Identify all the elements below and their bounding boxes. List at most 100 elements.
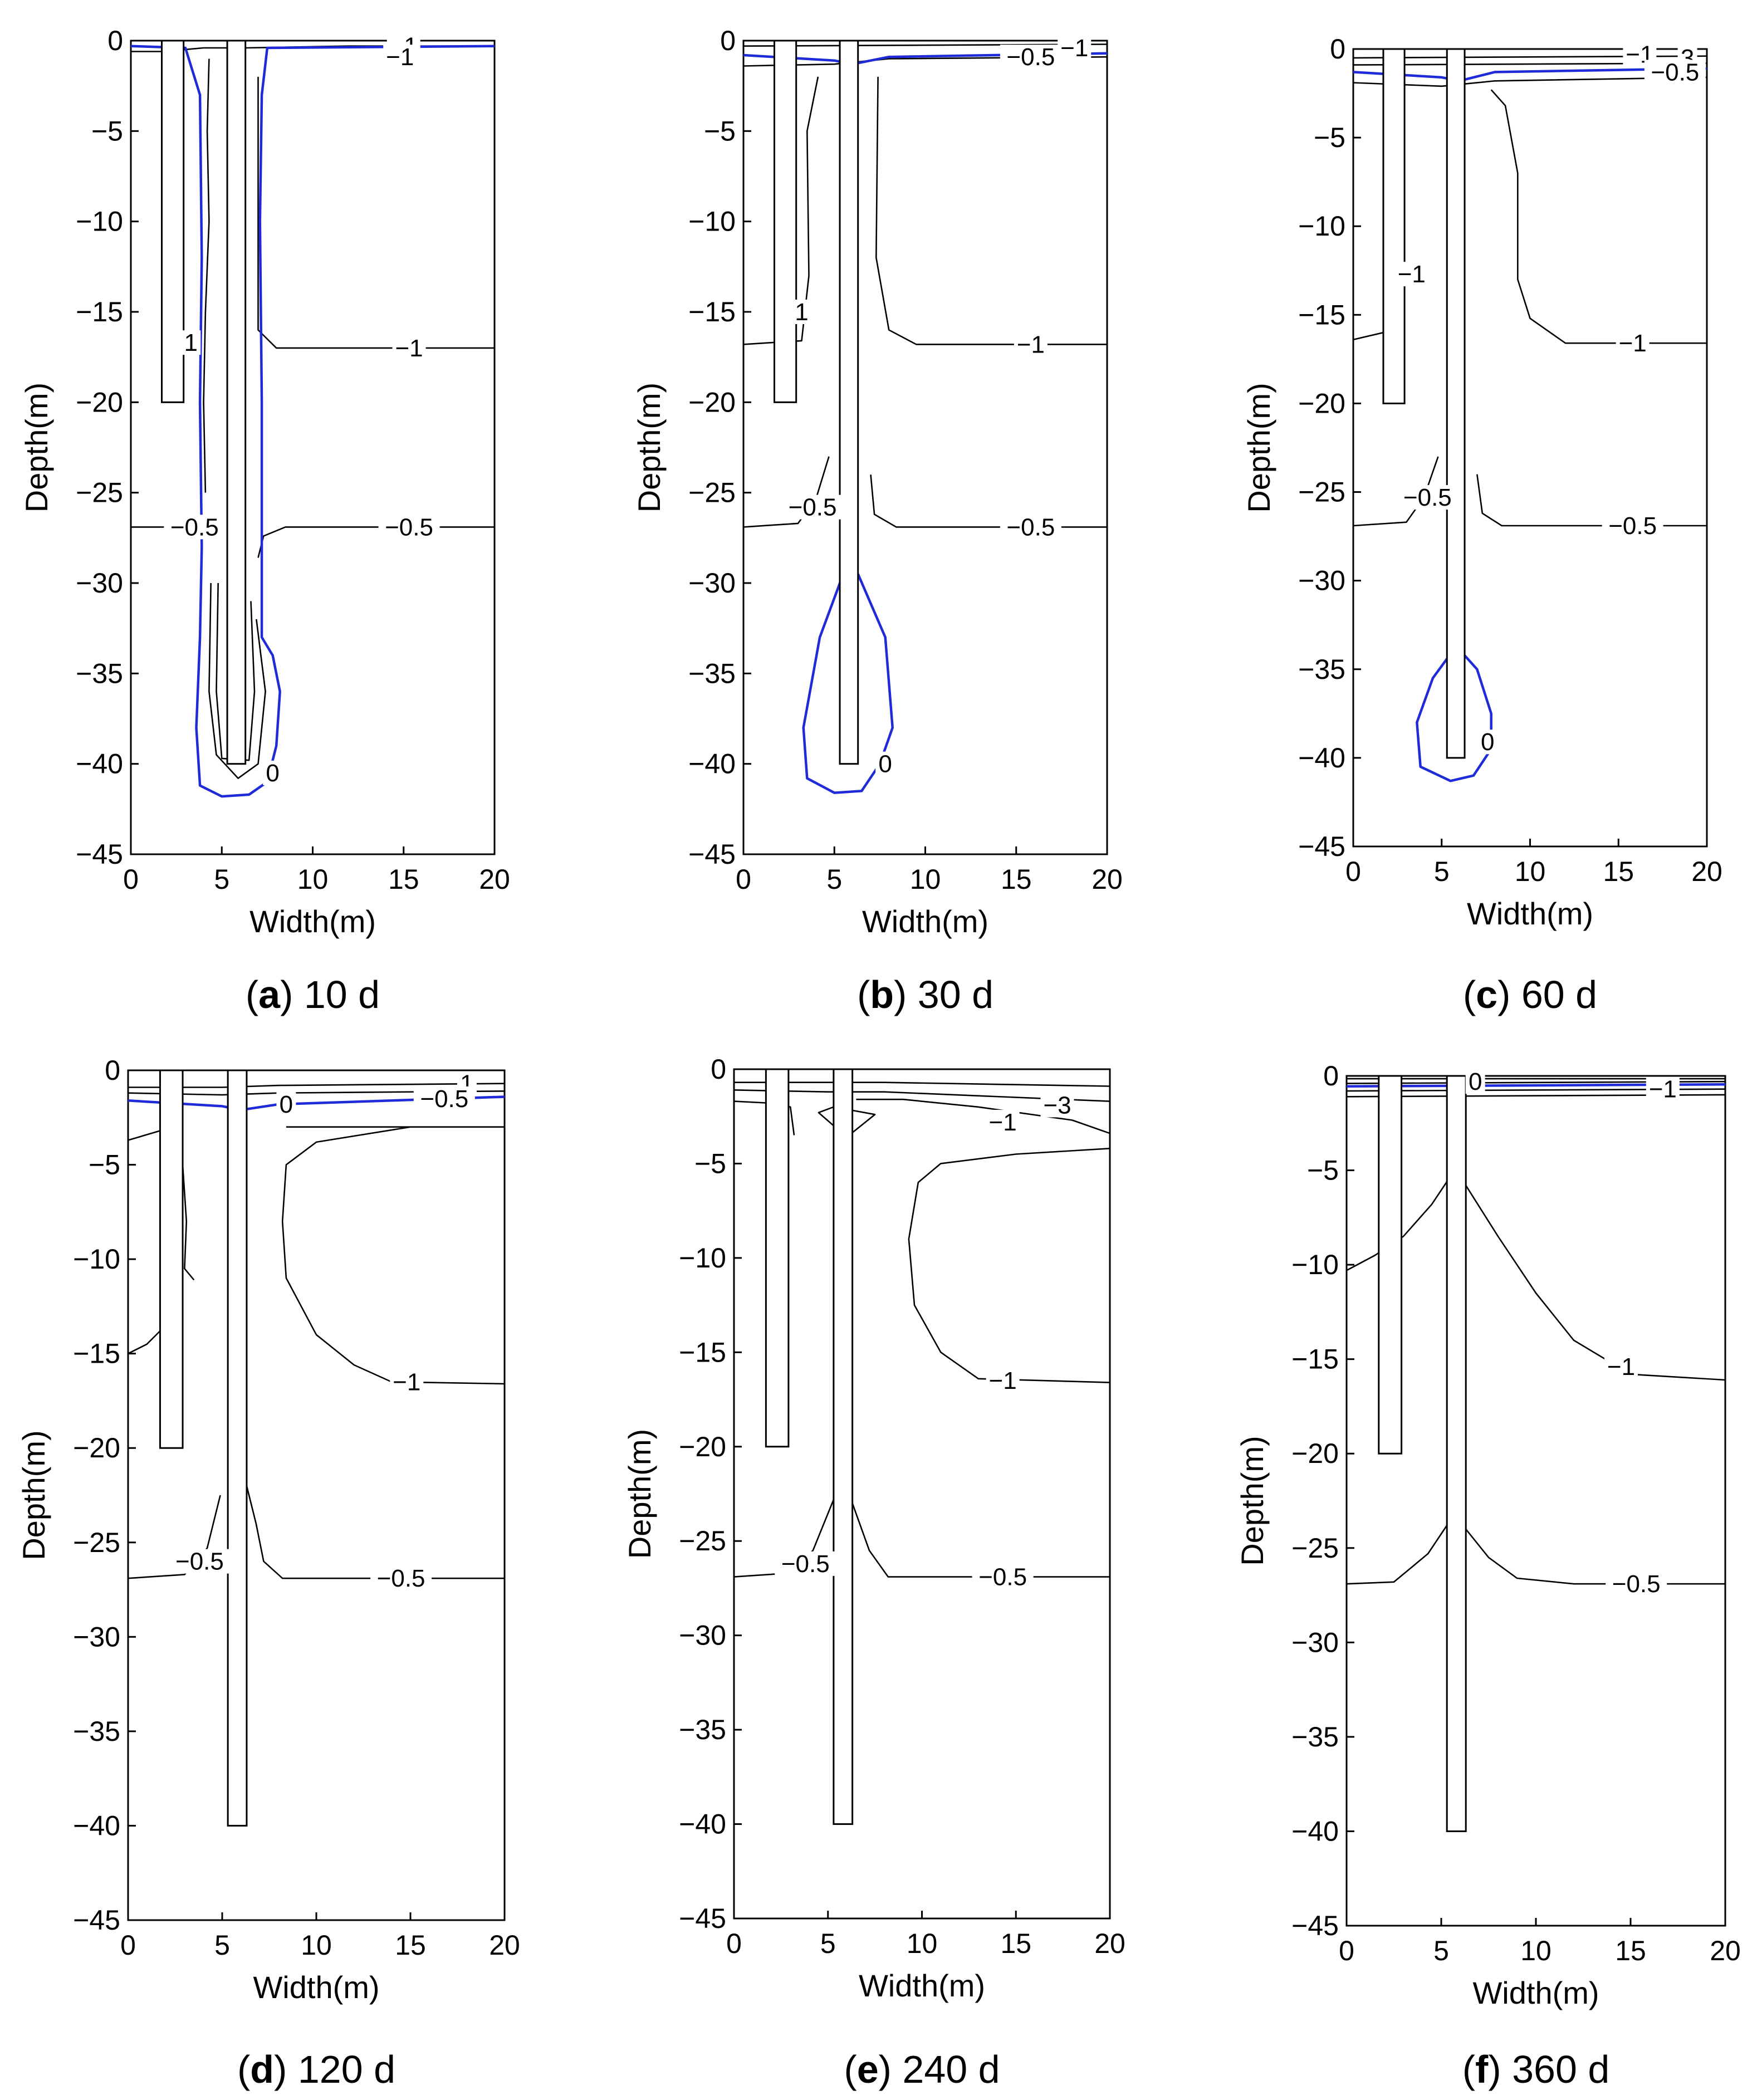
y-tick-label: −30	[688, 567, 736, 599]
x-axis-label: Width(m)	[1467, 896, 1593, 931]
y-tick-label: −40	[1291, 1815, 1339, 1847]
contour-label: −1	[1060, 35, 1088, 62]
contour-label: 0	[266, 760, 279, 787]
y-tick-label: −40	[76, 748, 123, 780]
y-tick-label: −30	[73, 1621, 120, 1652]
short-pile	[162, 41, 184, 402]
y-axis-label: Depth(m)	[622, 1429, 657, 1559]
y-tick-label: −10	[679, 1242, 726, 1274]
x-tick-label: 10	[1515, 856, 1546, 887]
y-tick-label: 0	[105, 1055, 120, 1086]
panel-caption: (d) 120 d	[237, 2048, 395, 2091]
x-tick-label: 0	[123, 864, 139, 895]
x-tick-label: 15	[1603, 856, 1634, 887]
contour-label: −0.5	[377, 1565, 425, 1592]
y-tick-label: −15	[1298, 299, 1345, 330]
contour-label: −0.5	[1403, 484, 1452, 511]
panel-caption: (c) 60 d	[1463, 973, 1597, 1016]
contour-label: −1	[393, 1369, 420, 1396]
y-tick-label: −20	[76, 386, 123, 418]
y-tick-label: −20	[1291, 1438, 1339, 1469]
x-tick-label: 15	[1000, 1928, 1031, 1959]
plot-frame	[1347, 1076, 1725, 1926]
contour-label: −0.5	[1006, 43, 1055, 71]
x-tick-label: 20	[479, 864, 510, 895]
y-tick-label: −30	[679, 1620, 726, 1651]
y-tick-label: −45	[73, 1905, 120, 1936]
x-axis-label: Width(m)	[1472, 1975, 1599, 2010]
panel-e: −3 −1 −1 −0.5 −0.5 0 5 10 15 20 0 −5 −10 −15 −20 −25 −30…	[622, 1054, 1125, 2091]
contour-label: 1	[795, 298, 808, 326]
y-tick-label: 0	[1330, 33, 1345, 65]
short-pile	[160, 1070, 183, 1448]
y-tick-label: −20	[1298, 388, 1345, 419]
y-tick-label: −35	[76, 658, 123, 689]
contour-label: 0	[280, 1091, 293, 1118]
contour-label: −0.5	[1612, 1570, 1661, 1598]
contour-label: −1	[1017, 331, 1045, 358]
y-tick-label: 0	[720, 25, 736, 56]
x-tick-label: 0	[1339, 1935, 1354, 1966]
contour-label: −0.5	[1006, 513, 1055, 541]
short-pile	[775, 41, 796, 402]
contour-label: −0.5	[1651, 58, 1699, 86]
contour-label: −1	[1398, 261, 1426, 288]
y-tick-label: −25	[679, 1525, 726, 1556]
y-tick-label: −30	[1298, 565, 1345, 596]
panel-caption: (f) 360 d	[1462, 2048, 1610, 2091]
y-tick-label: −30	[76, 567, 123, 599]
y-tick-label: −5	[694, 1148, 726, 1179]
y-axis-label: Depth(m)	[1235, 1436, 1270, 1565]
x-tick-label: 5	[826, 864, 842, 895]
y-tick-label: −40	[1298, 742, 1345, 774]
contour-label: −1	[1607, 1353, 1635, 1381]
contour-label: −0.5	[385, 513, 433, 541]
contour-label: −0.5	[789, 494, 837, 521]
y-tick-label: −5	[704, 115, 736, 146]
x-tick-label: 20	[1691, 856, 1722, 887]
x-tick-label: 15	[388, 864, 419, 895]
panel-d: 1−0.50−1−0.5−0.50 5 10 15 200−5−10−15−20−25−…	[16, 1055, 520, 2091]
y-tick-label: 0	[107, 25, 123, 56]
contour-label: −1	[386, 43, 414, 71]
y-tick-label: 0	[711, 1054, 726, 1085]
y-axis-label: Depth(m)	[632, 383, 667, 512]
y-tick-label: −25	[1298, 477, 1345, 508]
y-tick-label: −25	[688, 477, 736, 508]
contour-label: 1	[184, 329, 198, 356]
contour-label: −1	[989, 1367, 1017, 1394]
y-tick-label: 0	[1323, 1060, 1339, 1091]
y-tick-label: −35	[73, 1716, 120, 1747]
y-tick-label: −40	[688, 748, 736, 780]
y-tick-label: −5	[89, 1149, 120, 1181]
contour-label: −0.5	[1608, 512, 1657, 540]
contour-label: −0.5	[420, 1085, 468, 1113]
x-tick-label: 10	[1520, 1935, 1552, 1966]
x-tick-label: 10	[910, 864, 941, 895]
x-tick-label: 20	[1094, 1928, 1125, 1959]
y-tick-label: −20	[679, 1431, 726, 1462]
short-pile	[1379, 1076, 1402, 1453]
short-pile	[1383, 49, 1404, 403]
y-tick-label: −15	[73, 1338, 120, 1369]
y-tick-label: −15	[688, 296, 736, 327]
plot-frame	[734, 1069, 1110, 1918]
panel-c: −1 3−0.5−1−1−0.5−0.500 5 10 15 200−5−10−15−20…	[1241, 33, 1722, 1016]
contour-label: −1	[1649, 1076, 1677, 1103]
x-tick-label: 15	[395, 1930, 426, 1961]
y-tick-label: −10	[688, 206, 736, 237]
short-pile	[766, 1069, 789, 1447]
y-tick-label: −5	[1314, 122, 1345, 153]
x-tick-label: 15	[1001, 864, 1032, 895]
x-tick-label: 0	[120, 1930, 136, 1961]
x-axis-label: Width(m)	[859, 1968, 985, 2003]
contour-label: −0.5	[175, 1548, 224, 1575]
long-pile	[834, 1069, 853, 1824]
y-tick-label: −35	[1291, 1721, 1339, 1753]
y-axis-label: Depth(m)	[19, 383, 54, 512]
contour-label: 0	[878, 751, 892, 778]
y-tick-label: −25	[73, 1527, 120, 1558]
panel-caption: (e) 240 d	[844, 2048, 1000, 2091]
y-tick-label: −10	[73, 1244, 120, 1275]
y-tick-label: −45	[679, 1903, 726, 1934]
